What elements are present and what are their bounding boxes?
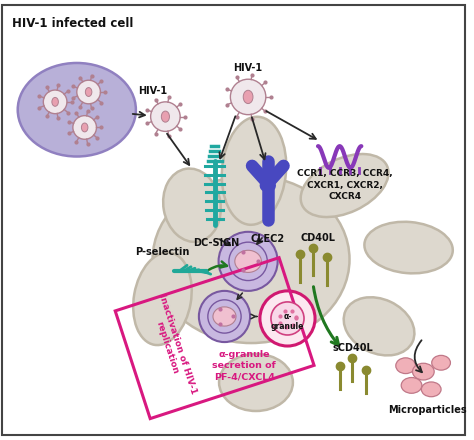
Circle shape <box>260 291 315 346</box>
Ellipse shape <box>85 88 92 96</box>
Ellipse shape <box>163 169 221 242</box>
Circle shape <box>219 232 278 291</box>
Text: α-granule
secretion of
PF-4/CXCL4: α-granule secretion of PF-4/CXCL4 <box>212 350 276 381</box>
Ellipse shape <box>421 382 441 397</box>
Ellipse shape <box>396 358 416 374</box>
Circle shape <box>199 291 250 342</box>
Ellipse shape <box>82 123 88 132</box>
Text: α-
granule: α- granule <box>271 312 304 331</box>
Text: Inactivation of HIV-1
replication: Inactivation of HIV-1 replication <box>147 293 198 399</box>
Text: sCD40L: sCD40L <box>332 343 373 353</box>
Circle shape <box>43 90 67 114</box>
Ellipse shape <box>365 222 453 273</box>
Text: CD40L: CD40L <box>301 233 336 242</box>
Ellipse shape <box>432 356 450 370</box>
Circle shape <box>73 116 97 139</box>
Circle shape <box>230 79 266 115</box>
Ellipse shape <box>219 354 293 411</box>
Text: HIV-1 infected cell: HIV-1 infected cell <box>12 17 133 30</box>
Circle shape <box>151 102 180 132</box>
Ellipse shape <box>301 154 389 217</box>
Text: CLEC2: CLEC2 <box>251 234 285 244</box>
Ellipse shape <box>161 111 170 122</box>
Circle shape <box>271 302 304 335</box>
Text: HIV-1: HIV-1 <box>234 63 263 73</box>
Ellipse shape <box>401 378 422 393</box>
Ellipse shape <box>235 250 261 272</box>
Ellipse shape <box>344 297 414 356</box>
Ellipse shape <box>153 176 349 343</box>
Circle shape <box>77 80 100 104</box>
Ellipse shape <box>18 63 136 157</box>
Text: P-selectin: P-selectin <box>135 247 190 257</box>
Ellipse shape <box>412 363 434 380</box>
Text: DC-SIGN: DC-SIGN <box>193 238 240 248</box>
Text: CCR1, CCR3, CCR4,
CXCR1, CXCR2,
CXCR4: CCR1, CCR3, CCR4, CXCR1, CXCR2, CXCR4 <box>297 169 392 202</box>
Ellipse shape <box>222 117 286 225</box>
Text: HIV-1: HIV-1 <box>138 86 167 96</box>
Ellipse shape <box>243 90 253 103</box>
Text: Microparticles: Microparticles <box>388 405 466 415</box>
Ellipse shape <box>52 97 58 106</box>
Ellipse shape <box>213 307 236 326</box>
Ellipse shape <box>133 253 191 345</box>
